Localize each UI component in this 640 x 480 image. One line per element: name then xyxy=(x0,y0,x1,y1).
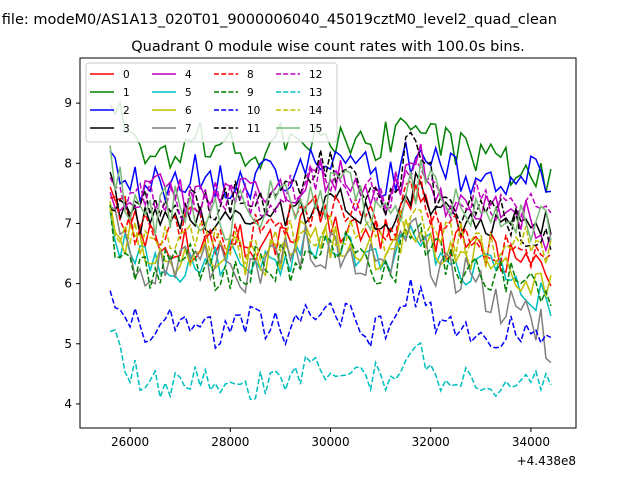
y-tick-label: 9 xyxy=(64,96,72,110)
series-line-13 xyxy=(109,328,552,401)
legend-label-1: 1 xyxy=(123,87,130,99)
series-line-6 xyxy=(109,201,552,297)
x-tick-label: 26000 xyxy=(111,435,149,449)
legend-label-6: 6 xyxy=(185,105,192,117)
series-line-9 xyxy=(109,204,552,307)
legend-label-10: 10 xyxy=(247,105,260,117)
x-axis: 26000 28000 30000 32000 34000 xyxy=(111,428,550,449)
series-line-5 xyxy=(109,211,552,317)
x-tick-label: 28000 xyxy=(211,435,249,449)
y-tick-label: 8 xyxy=(64,156,72,170)
series-line-10 xyxy=(109,278,552,350)
legend-label-11: 11 xyxy=(247,123,260,135)
chart-title: Quadrant 0 module wise count rates with … xyxy=(131,39,525,55)
y-tick-label: 6 xyxy=(64,277,72,291)
series-line-8 xyxy=(109,175,552,270)
series-line-1 xyxy=(109,100,552,193)
legend-box xyxy=(85,62,338,143)
legend-label-9: 9 xyxy=(247,87,254,99)
y-tick-label: 5 xyxy=(64,337,72,351)
legend-label-7: 7 xyxy=(185,123,192,135)
series-line-4 xyxy=(109,143,552,253)
series-line-14 xyxy=(109,207,552,268)
series-line-15 xyxy=(109,145,552,244)
legend-label-3: 3 xyxy=(123,123,130,135)
series-line-3 xyxy=(109,170,552,240)
series-line-7 xyxy=(109,206,552,364)
legend-label-2: 2 xyxy=(123,105,130,117)
legend-label-12: 12 xyxy=(309,69,322,81)
y-axis: 4 5 6 7 8 9 xyxy=(64,96,80,411)
x-tick-label: 30000 xyxy=(311,435,349,449)
legend-label-4: 4 xyxy=(185,69,192,81)
legend-label-5: 5 xyxy=(185,87,192,99)
series-line-12 xyxy=(109,157,552,223)
x-offset-label: +4.438e8 xyxy=(517,454,576,468)
y-tick-label: 4 xyxy=(64,397,72,411)
plot-frame xyxy=(79,57,577,429)
legend-label-15: 15 xyxy=(309,123,322,135)
series-layer xyxy=(109,100,552,401)
legend-label-13: 13 xyxy=(309,87,322,99)
x-tick-label: 32000 xyxy=(412,435,450,449)
x-tick-label: 34000 xyxy=(512,435,550,449)
suptitle: n file: modeM0/AS1A13_020T01_9000006040_… xyxy=(0,12,557,28)
y-tick-label: 7 xyxy=(64,216,72,230)
legend-label-8: 8 xyxy=(247,69,254,81)
series-line-2 xyxy=(109,141,551,203)
legend-label-14: 14 xyxy=(309,105,323,117)
legend-label-0: 0 xyxy=(123,69,130,81)
